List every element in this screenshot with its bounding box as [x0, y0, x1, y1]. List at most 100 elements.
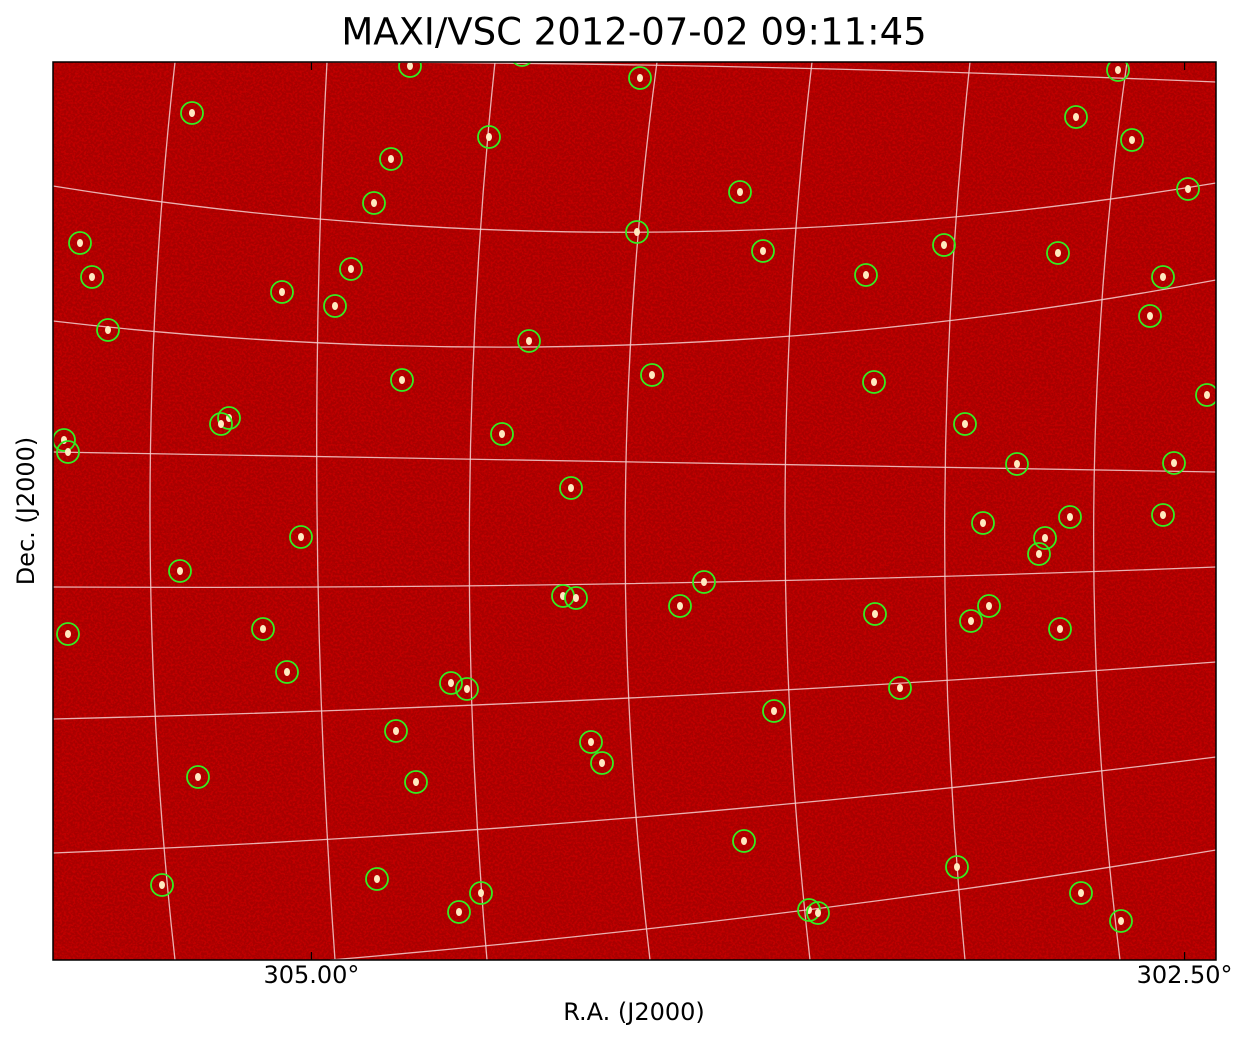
source-circle	[270, 280, 294, 304]
source-blob	[478, 889, 484, 897]
source-blob	[588, 738, 594, 746]
source-blob	[159, 881, 165, 889]
source-circle	[490, 422, 514, 446]
source-circle	[854, 263, 878, 287]
source-blob	[962, 420, 968, 428]
source-blob	[863, 271, 869, 279]
source-circle	[1151, 265, 1175, 289]
source-circle	[289, 525, 313, 549]
source-blob	[573, 594, 579, 602]
source-circle	[971, 511, 995, 535]
source-circle	[945, 855, 969, 879]
source-blob	[568, 484, 574, 492]
source-circle	[1162, 451, 1186, 475]
source-blob	[897, 684, 903, 692]
source-circle	[1005, 452, 1029, 476]
source-circle	[1106, 62, 1130, 82]
source-circle	[977, 594, 1001, 618]
source-circle	[1176, 177, 1200, 201]
source-blob	[526, 337, 532, 345]
plot-frame	[52, 61, 1217, 961]
source-circle	[469, 881, 493, 905]
source-circle	[168, 559, 192, 583]
chart-title: MAXI/VSC 2012-07-02 09:11:45	[341, 11, 926, 54]
source-blob	[279, 288, 285, 296]
source-circle	[590, 751, 614, 775]
source-circle	[1069, 881, 1093, 905]
source-blob	[486, 133, 492, 141]
source-circle	[379, 147, 403, 171]
source-blob	[649, 371, 655, 379]
source-blob	[456, 908, 462, 916]
source-circle	[56, 622, 80, 646]
source-circle	[365, 867, 389, 891]
source-blob	[348, 265, 354, 273]
source-circle	[56, 440, 80, 464]
source-circle	[564, 586, 588, 610]
source-circle	[96, 318, 120, 342]
source-blob	[218, 420, 224, 428]
source-circle	[455, 677, 479, 701]
source-circle	[517, 329, 541, 353]
source-blob	[701, 578, 707, 586]
source-circle	[559, 476, 583, 500]
image-noise	[53, 62, 1216, 960]
source-blob	[677, 602, 683, 610]
source-circle	[1195, 383, 1216, 407]
source-blob	[1129, 136, 1135, 144]
source-blob	[941, 241, 947, 249]
source-circle	[1138, 304, 1162, 328]
source-blob	[1036, 550, 1042, 558]
source-circle	[625, 220, 649, 244]
source-blob	[177, 567, 183, 575]
source-circles	[53, 62, 1216, 933]
source-circle	[447, 900, 471, 924]
source-blob	[195, 773, 201, 781]
source-circle	[512, 62, 532, 67]
source-circle	[751, 239, 775, 263]
source-circle	[217, 406, 241, 430]
source-circle	[180, 101, 204, 125]
source-circle	[579, 730, 603, 754]
source-blob	[499, 430, 505, 438]
source-blob	[105, 326, 111, 334]
source-circle	[806, 901, 830, 925]
source-blob	[637, 74, 643, 82]
source-blob	[1147, 312, 1153, 320]
source-blob	[65, 448, 71, 456]
source-blob	[954, 863, 960, 871]
source-circle	[150, 873, 174, 897]
source-circle	[959, 609, 983, 633]
source-blob	[1014, 460, 1020, 468]
source-circle	[640, 363, 664, 387]
source-blob	[464, 685, 470, 693]
source-circle	[209, 412, 233, 436]
source-blob	[260, 625, 266, 633]
source-blob	[399, 376, 405, 384]
source-circle	[186, 765, 210, 789]
source-blob	[1057, 625, 1063, 633]
source-circle	[1109, 909, 1133, 933]
source-blob	[760, 247, 766, 255]
source-blob	[1115, 66, 1121, 74]
source-blob	[1078, 889, 1084, 897]
source-blob	[1204, 391, 1210, 399]
source-circle	[439, 671, 463, 695]
y-axis-label: Dec. (J2000)	[12, 437, 40, 586]
source-circle	[932, 233, 956, 257]
source-circle	[404, 770, 428, 794]
source-blob	[89, 273, 95, 281]
source-circle	[628, 66, 652, 90]
plot-area	[53, 62, 1216, 960]
source-blob	[413, 778, 419, 786]
source-circle	[323, 294, 347, 318]
source-blob	[298, 533, 304, 541]
source-blob	[1042, 534, 1048, 542]
source-blob	[980, 519, 986, 527]
source-circle	[362, 191, 386, 215]
source-circle	[53, 428, 76, 452]
source-blob	[1073, 113, 1079, 121]
source-circle	[275, 660, 299, 684]
source-blob	[737, 188, 743, 196]
